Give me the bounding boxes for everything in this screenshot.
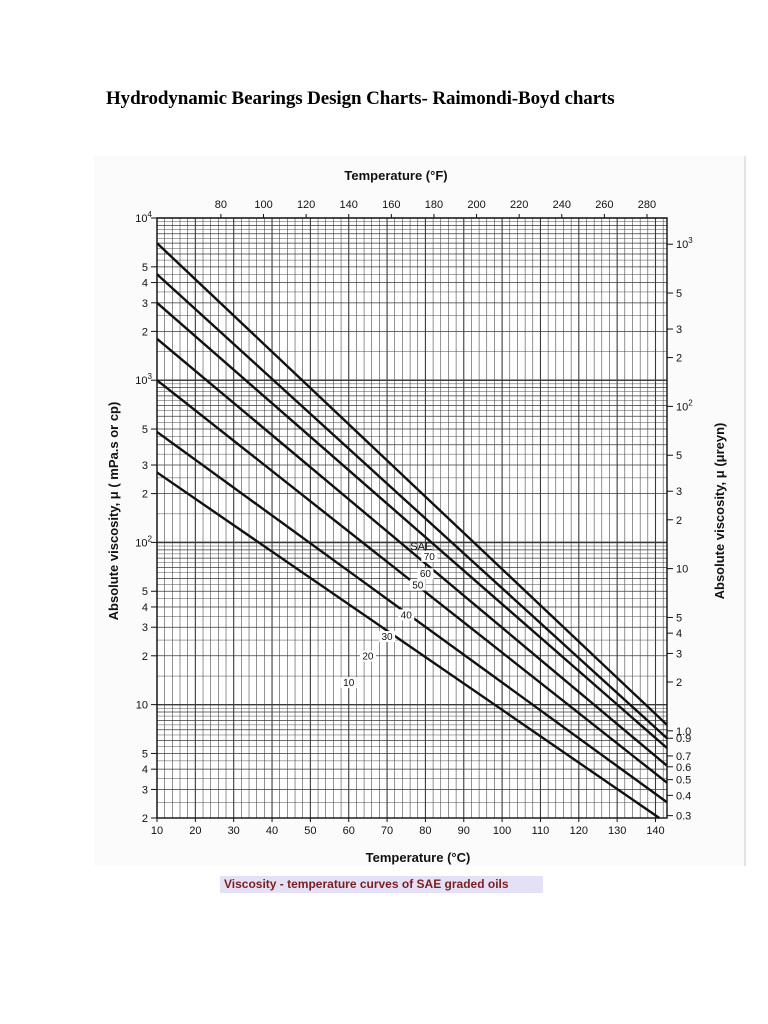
top-tick-label: 220	[510, 199, 528, 211]
left-tick-label: 2	[142, 813, 148, 825]
left-tick-label: 5	[142, 748, 148, 760]
top-tick-label: 200	[467, 199, 485, 211]
sae-label-bg	[417, 568, 434, 580]
right-tick-label: 0.5	[676, 775, 691, 787]
left-tick-label: 4	[142, 278, 148, 290]
right-tick-label: 0.7	[676, 751, 691, 763]
plot-area	[157, 218, 667, 818]
x-tick-label: 10	[151, 825, 163, 837]
x-tick-label: 60	[343, 825, 355, 837]
x-tick-label: 120	[570, 825, 588, 837]
sae-label-bg	[340, 677, 357, 689]
x-tick-label: 80	[419, 825, 431, 837]
right-tick-label: 5	[676, 288, 682, 300]
left-tick-label: 5	[142, 424, 148, 436]
right-tick-label: 1.0	[676, 726, 691, 738]
top-tick-label: 80	[215, 199, 227, 211]
sae-label-bg	[359, 650, 376, 662]
chart-frame: 10 20 30 40 50 60 70 10 20 30 40 50 60 70 80 90 100 110 1…	[94, 156, 746, 866]
sae-70-label: 70	[424, 552, 436, 563]
sae-10-curve	[156, 471, 661, 819]
top-tick-label: 280	[638, 199, 656, 211]
sae-50-curve	[156, 301, 668, 749]
left-tick-label: 4	[142, 602, 148, 614]
left-tick-label: 2	[142, 651, 148, 663]
right-tick-label: 3	[676, 324, 682, 336]
top-tick-label: 140	[340, 199, 358, 211]
x-tick-label: 40	[266, 825, 278, 837]
left-tick-label: 3	[142, 298, 148, 310]
sae-label-bg	[379, 631, 396, 643]
right-tick-label: 0.4	[676, 790, 691, 802]
right-tick-label: 0.9	[676, 733, 691, 745]
sae-label-bg	[409, 579, 426, 591]
left-tick-label: 4	[142, 764, 148, 776]
x-tick-label: 100	[493, 825, 511, 837]
top-tick-label: 160	[382, 199, 400, 211]
right-tick-label: 0.3	[676, 811, 691, 823]
left-tick-label: 2	[142, 489, 148, 501]
x-tick-label: 70	[381, 825, 393, 837]
left-tick-label: 102	[135, 534, 152, 549]
right-tick-label: 5	[676, 612, 682, 624]
sae-40-label: 40	[401, 610, 413, 621]
right-tick-label: 2	[676, 353, 682, 365]
sae-60-label: 60	[420, 569, 432, 580]
x-tick-label: 140	[646, 825, 664, 837]
chart-grid	[156, 217, 668, 819]
sae-label-bg	[398, 609, 415, 621]
left-tick-label: 104	[135, 210, 152, 225]
left-tick-label: 3	[142, 460, 148, 472]
right-tick-label: 4	[676, 628, 682, 640]
plot-border	[156, 217, 668, 819]
left-tick-label: 3	[142, 784, 148, 796]
x-tick-label: 130	[608, 825, 626, 837]
right-tick-label: 2	[676, 677, 682, 689]
right-tick-label: 102	[676, 398, 693, 413]
sae-70-curve	[156, 242, 668, 726]
sae-10-label: 10	[343, 678, 355, 689]
right-axis-title: Absolute viscosity, μ (μreyn)	[712, 423, 727, 600]
right-tick-label: 2	[676, 515, 682, 527]
right-tick-label: 3	[676, 648, 682, 660]
top-tick-label: 180	[425, 199, 443, 211]
x-tick-label: 90	[458, 825, 470, 837]
sae-60-curve	[156, 273, 668, 740]
sae-40-curve	[156, 337, 668, 767]
left-tick-label: 2	[142, 326, 148, 338]
left-tick-label: 103	[135, 372, 152, 387]
x-tick-label: 110	[532, 825, 550, 837]
right-tick-label: 10	[676, 564, 688, 576]
x-axis-title: Temperature (°C)	[366, 850, 471, 865]
x-tick-label: 20	[189, 825, 201, 837]
x-tick-label: 30	[228, 825, 240, 837]
right-tick-label: 103	[676, 236, 693, 251]
figure-caption: Viscosity - temperature curves of SAE gr…	[220, 876, 543, 893]
sae-label-bg	[421, 550, 438, 562]
top-tick-label: 120	[297, 199, 315, 211]
right-tick-label: 5	[676, 450, 682, 462]
sae-30-label: 30	[382, 632, 394, 643]
sae-legend-title: SAE	[410, 541, 432, 553]
sae-20-label: 20	[362, 651, 374, 662]
top-tick-label: 100	[254, 199, 272, 211]
left-tick-label: 5	[142, 586, 148, 598]
top-tick-label: 260	[595, 199, 613, 211]
document-title: Hydrodynamic Bearings Design Charts- Rai…	[106, 88, 615, 109]
left-tick-label: 5	[142, 262, 148, 274]
right-tick-label: 3	[676, 486, 682, 498]
left-tick-label: 10	[136, 700, 148, 712]
left-tick-label: 3	[142, 622, 148, 634]
x-tick-label: 50	[304, 825, 316, 837]
left-axis-title: Absolute viscosity, μ ( mPa.s or cp)	[106, 402, 121, 621]
right-tick-label: 0.6	[676, 762, 691, 774]
top-axis-title: Temperature (°F)	[344, 168, 447, 183]
sae-50-label: 50	[412, 580, 424, 591]
top-tick-label: 240	[553, 199, 571, 211]
